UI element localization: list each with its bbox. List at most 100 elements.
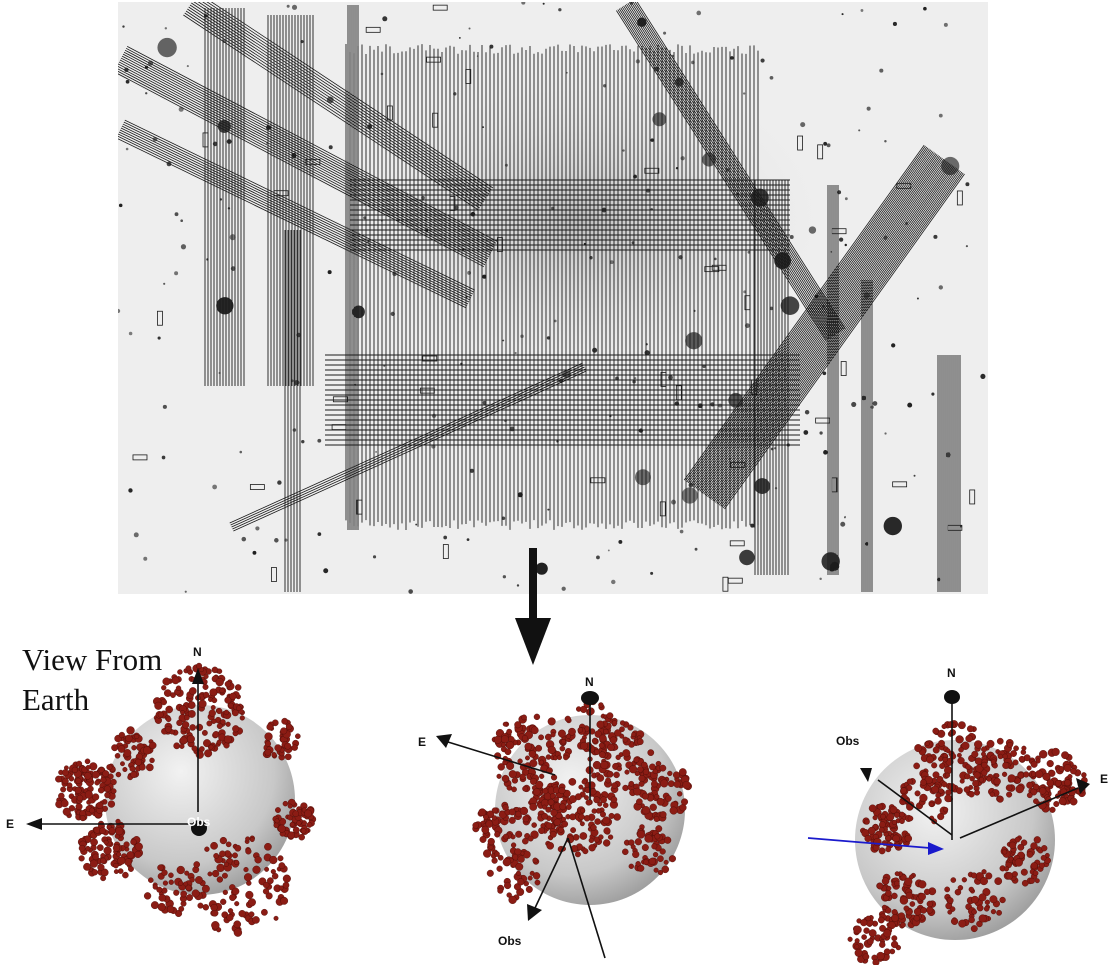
knot bbox=[1003, 866, 1010, 872]
knot bbox=[524, 746, 531, 752]
knot bbox=[989, 754, 998, 763]
knot bbox=[1001, 771, 1008, 777]
knot bbox=[1044, 775, 1051, 782]
knot bbox=[511, 852, 517, 858]
knot bbox=[976, 904, 984, 912]
knot bbox=[1006, 791, 1013, 798]
knot bbox=[116, 851, 122, 857]
knot bbox=[881, 904, 888, 910]
star bbox=[611, 579, 616, 585]
star bbox=[892, 21, 897, 26]
knot bbox=[1017, 771, 1025, 779]
knot bbox=[122, 767, 128, 773]
star bbox=[186, 65, 189, 68]
knot bbox=[206, 720, 213, 727]
knot bbox=[145, 745, 154, 754]
slit bbox=[698, 155, 939, 491]
knot bbox=[880, 813, 886, 820]
knot bbox=[555, 811, 563, 819]
knot bbox=[517, 758, 523, 764]
slit bbox=[229, 362, 583, 524]
knot bbox=[942, 756, 948, 763]
knot bbox=[499, 810, 505, 816]
knot bbox=[905, 891, 913, 900]
knot bbox=[679, 803, 687, 812]
knot bbox=[945, 782, 953, 790]
knot bbox=[123, 855, 129, 862]
knot bbox=[854, 938, 860, 944]
knot bbox=[856, 942, 864, 951]
knot bbox=[889, 948, 896, 955]
panel-2-knots bbox=[472, 697, 692, 905]
knot bbox=[877, 955, 884, 962]
slit bbox=[628, 2, 840, 333]
slit-box bbox=[675, 385, 682, 401]
knot bbox=[546, 815, 552, 821]
knot bbox=[561, 734, 567, 741]
knot bbox=[265, 883, 273, 890]
knot bbox=[950, 917, 959, 925]
knot bbox=[989, 895, 998, 904]
knot bbox=[128, 866, 134, 872]
knot bbox=[483, 849, 492, 858]
knot bbox=[648, 857, 657, 865]
knot bbox=[116, 742, 124, 750]
knot bbox=[186, 732, 193, 739]
star bbox=[143, 556, 148, 561]
knot bbox=[524, 762, 532, 770]
slit-box bbox=[386, 105, 393, 121]
slit bbox=[709, 163, 951, 499]
knot bbox=[545, 840, 551, 847]
knot bbox=[261, 908, 268, 916]
knot bbox=[175, 909, 183, 917]
knot bbox=[538, 827, 545, 835]
knot bbox=[502, 814, 509, 822]
knot bbox=[955, 735, 964, 744]
knot bbox=[502, 721, 508, 727]
knot bbox=[595, 808, 602, 814]
knot bbox=[853, 925, 862, 934]
knot bbox=[886, 922, 892, 928]
knot bbox=[892, 911, 899, 918]
knot bbox=[66, 812, 72, 819]
knot bbox=[873, 837, 882, 847]
knot bbox=[935, 792, 942, 799]
knot bbox=[599, 811, 606, 818]
knot bbox=[926, 900, 934, 908]
knot bbox=[1003, 761, 1011, 769]
knot bbox=[214, 716, 222, 724]
knot bbox=[919, 781, 927, 789]
slit-box bbox=[442, 544, 449, 559]
knot bbox=[549, 793, 557, 800]
slit bbox=[632, 2, 843, 331]
knot bbox=[592, 738, 599, 745]
knot bbox=[598, 834, 604, 840]
knot bbox=[100, 783, 107, 791]
knot bbox=[638, 775, 646, 782]
knot bbox=[885, 889, 892, 897]
knot bbox=[1002, 761, 1010, 769]
knot bbox=[543, 792, 553, 801]
knot bbox=[169, 729, 175, 735]
knot bbox=[577, 727, 586, 735]
knot bbox=[924, 741, 930, 747]
knot bbox=[243, 873, 253, 882]
knot bbox=[545, 754, 552, 760]
star bbox=[858, 129, 861, 132]
knot bbox=[579, 821, 585, 827]
knot bbox=[291, 816, 299, 824]
knot bbox=[665, 795, 672, 802]
slit-box bbox=[449, 196, 456, 211]
knot bbox=[584, 781, 592, 789]
star bbox=[844, 197, 848, 201]
star bbox=[372, 555, 377, 559]
panel-1-observer-marker bbox=[191, 820, 207, 836]
knot bbox=[939, 753, 947, 760]
knot bbox=[552, 755, 558, 761]
star bbox=[514, 351, 517, 355]
knot bbox=[178, 882, 187, 891]
knot bbox=[981, 746, 987, 753]
knot bbox=[219, 687, 225, 694]
star bbox=[157, 37, 177, 58]
knot bbox=[888, 807, 896, 815]
